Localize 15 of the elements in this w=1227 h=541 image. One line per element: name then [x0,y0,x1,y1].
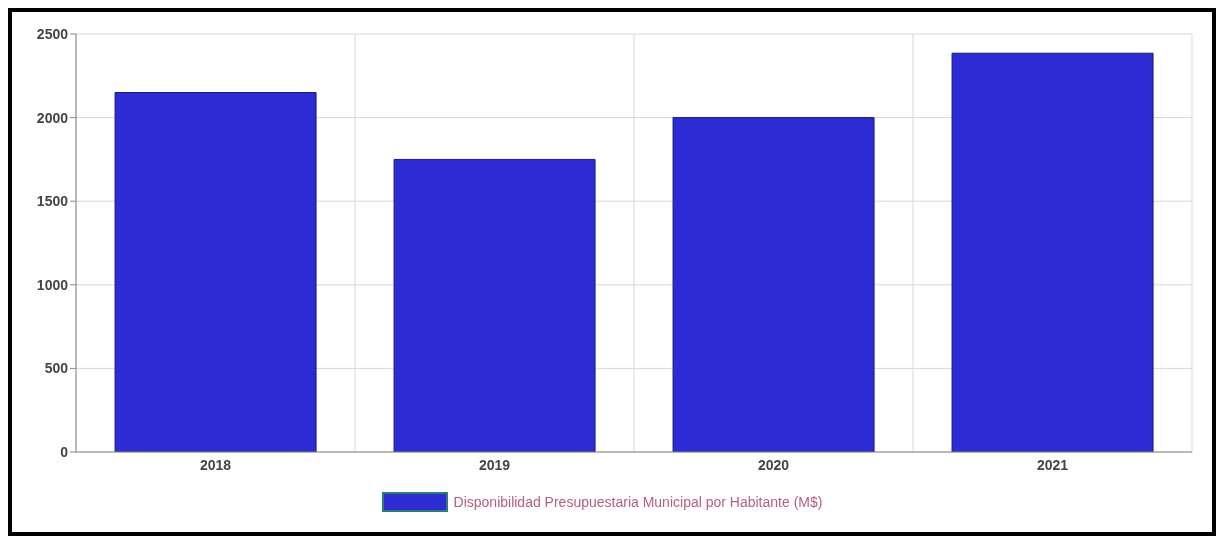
x-tick-label: 2020 [757,456,790,473]
x-tick-label: 2018 [199,456,232,473]
bar [114,92,317,452]
bar [672,117,875,452]
bar [951,52,1154,452]
bar [393,158,596,452]
y-tick-label: 1500 [36,193,69,210]
x-tick-label: 2019 [478,456,511,473]
y-tick-label: 0 [60,443,69,460]
x-tick-label: 2021 [1036,456,1069,473]
y-tick-label: 500 [44,360,69,377]
text: Disponibilidad Presupuestaria Municipal por Habitante (M$) [453,494,823,510]
y-tick-label: 2500 [36,25,69,42]
y-tick-label: 2000 [36,109,69,126]
y-tick-label: 1000 [36,276,69,293]
